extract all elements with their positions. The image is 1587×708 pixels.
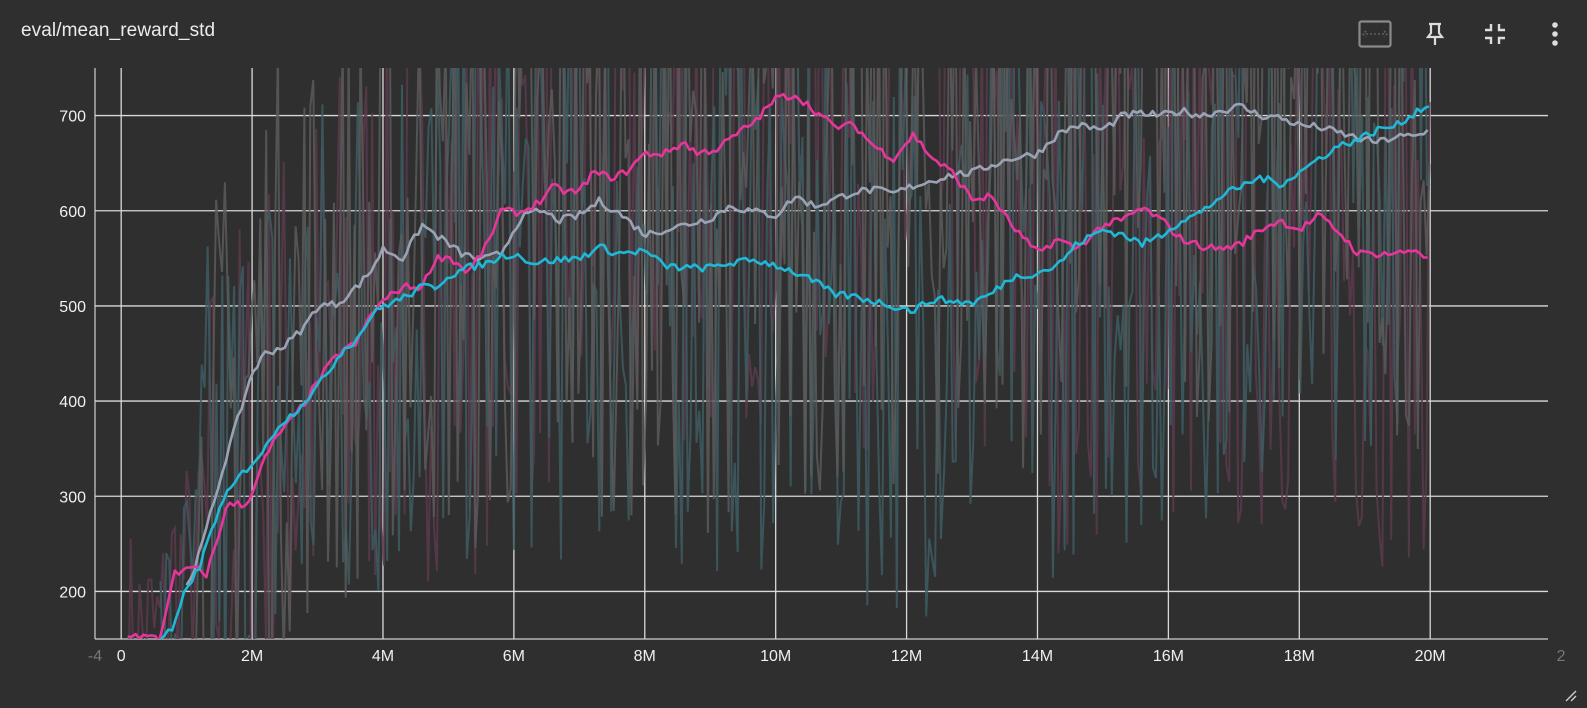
x-tick-label: 12M: [891, 648, 922, 665]
raw-series-line: [159, 68, 1431, 639]
y-tick-label: 600: [59, 204, 86, 221]
x-tick-label: -4: [88, 648, 102, 665]
x-tick-label: 2: [1557, 648, 1566, 665]
y-tick-label: 300: [59, 489, 86, 506]
card-toolbar: [1335, 16, 1575, 52]
raw-traces: [128, 68, 1431, 639]
y-tick-label: 700: [59, 109, 86, 126]
x-tick-label: 6M: [503, 648, 525, 665]
x-tick-label: 4M: [372, 648, 394, 665]
card-title: eval/mean_reward_std: [21, 20, 216, 41]
collapse-icon: [1485, 24, 1505, 44]
collapse-button[interactable]: [1475, 16, 1515, 52]
x-tick-label: 18M: [1284, 648, 1315, 665]
x-tick-label: 0: [117, 648, 126, 665]
more-options-button[interactable]: [1535, 16, 1575, 52]
smoothed-series-line: [185, 102, 1429, 586]
pin-button[interactable]: [1415, 16, 1455, 52]
x-tick-label: 14M: [1022, 648, 1053, 665]
y-tick-label: 500: [59, 299, 86, 316]
x-tick-label: 20M: [1415, 648, 1446, 665]
resize-handle-icon[interactable]: [1563, 688, 1577, 702]
x-tick-label: 16M: [1153, 648, 1184, 665]
x-tick-label: 8M: [634, 648, 656, 665]
x-tick-label: 2M: [241, 648, 263, 665]
more-vert-icon: [1552, 22, 1558, 46]
smoothed-traces: [127, 92, 1430, 639]
y-tick-label: 400: [59, 394, 86, 411]
y-tick-label: 200: [59, 584, 86, 601]
smoothed-series-line: [159, 105, 1430, 639]
x-tick-label: 10M: [760, 648, 791, 665]
raw-series-line: [195, 68, 1431, 639]
fit-domain-button[interactable]: [1355, 16, 1395, 52]
fit-domain-icon: [1358, 20, 1392, 48]
pin-icon: [1425, 22, 1445, 45]
